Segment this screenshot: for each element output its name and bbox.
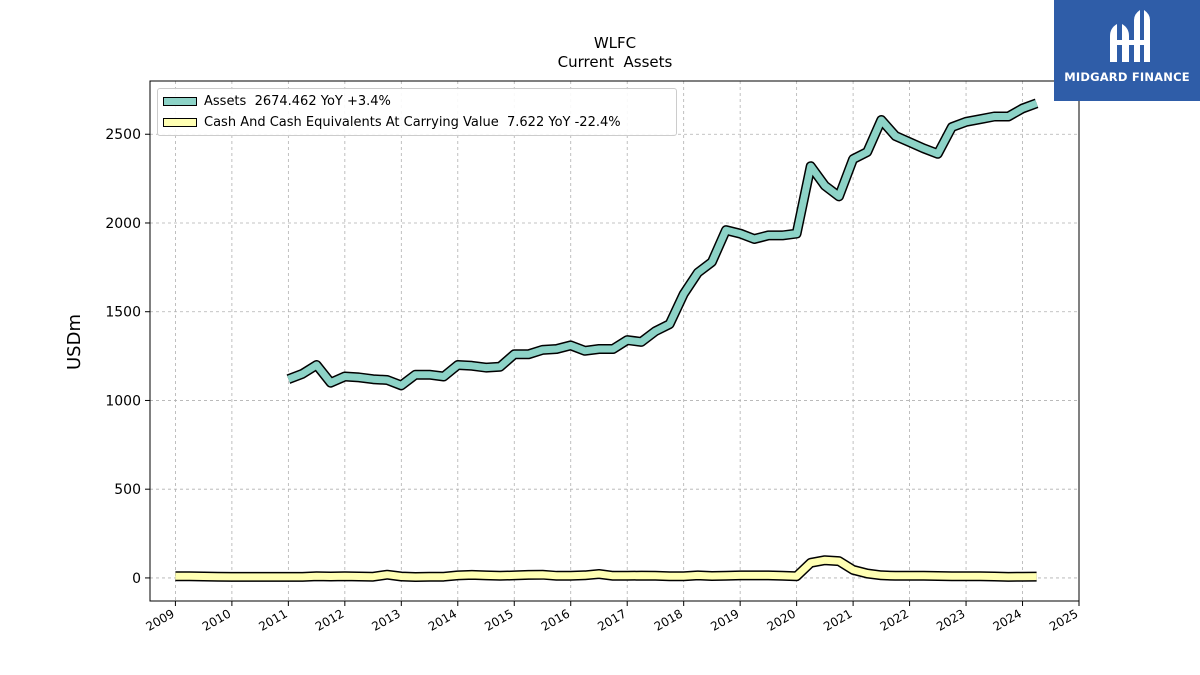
legend-item-cash: Cash And Cash Equivalents At Carrying Va… (163, 113, 621, 131)
x-ticks-layer: 2009 2010 2011 2012 2013 2014 2015 2016 2017 2018… (143, 601, 1081, 634)
logo-text: MIDGARD FINANCE (1064, 70, 1190, 84)
midgard-finance-logo: MIDGARD FINANCE (1054, 0, 1200, 101)
y-tick-label: 2000 (105, 216, 141, 232)
series-line-assets (287, 100, 1038, 389)
y-tick-label: 0 (132, 571, 141, 587)
legend: Assets 2674.462 YoY +3.4% Cash And Cash … (157, 88, 677, 136)
legend-swatch-assets (163, 96, 197, 106)
chart-subtitle: Current Assets (558, 53, 673, 71)
x-tick-label: 2022 (878, 606, 911, 633)
plot-frame (149, 80, 1080, 602)
x-tick-label: 2013 (369, 606, 402, 633)
x-tick-label: 2018 (652, 606, 685, 633)
x-tick-label: 2020 (765, 606, 798, 633)
y-ticks-layer: 0 500 1000 1500 2000 2500 (105, 127, 150, 587)
series-layer (175, 98, 1039, 582)
chart-title: WLFC (594, 34, 636, 52)
logo-mark-icon (1110, 10, 1150, 62)
x-tick-label: 2019 (708, 606, 741, 633)
x-tick-label: 2021 (821, 606, 854, 633)
x-tick-label: 2012 (313, 606, 346, 633)
x-tick-label: 2024 (991, 606, 1024, 633)
legend-item-assets: Assets 2674.462 YoY +3.4% (163, 92, 391, 110)
x-tick-label: 2023 (934, 606, 967, 633)
grid-layer (150, 81, 1080, 601)
x-tick-label: 2011 (256, 606, 289, 633)
y-tick-label: 500 (114, 482, 141, 498)
y-tick-label: 2500 (105, 127, 141, 143)
x-tick-label: 2017 (595, 606, 628, 633)
series-line-cash (175, 556, 1037, 581)
x-tick-label: 2010 (200, 606, 233, 633)
x-tick-label: 2025 (1047, 606, 1080, 633)
y-axis-label: USDm (64, 314, 85, 370)
x-tick-label: 2016 (539, 606, 572, 633)
x-tick-label: 2015 (482, 606, 515, 633)
legend-label-cash: Cash And Cash Equivalents At Carrying Va… (204, 114, 621, 130)
y-tick-label: 1000 (105, 393, 141, 409)
legend-swatch-cash (163, 117, 197, 127)
x-tick-label: 2014 (426, 606, 459, 633)
y-tick-label: 1500 (105, 305, 141, 321)
legend-label-assets: Assets 2674.462 YoY +3.4% (204, 93, 391, 109)
x-tick-label: 2009 (143, 606, 176, 633)
